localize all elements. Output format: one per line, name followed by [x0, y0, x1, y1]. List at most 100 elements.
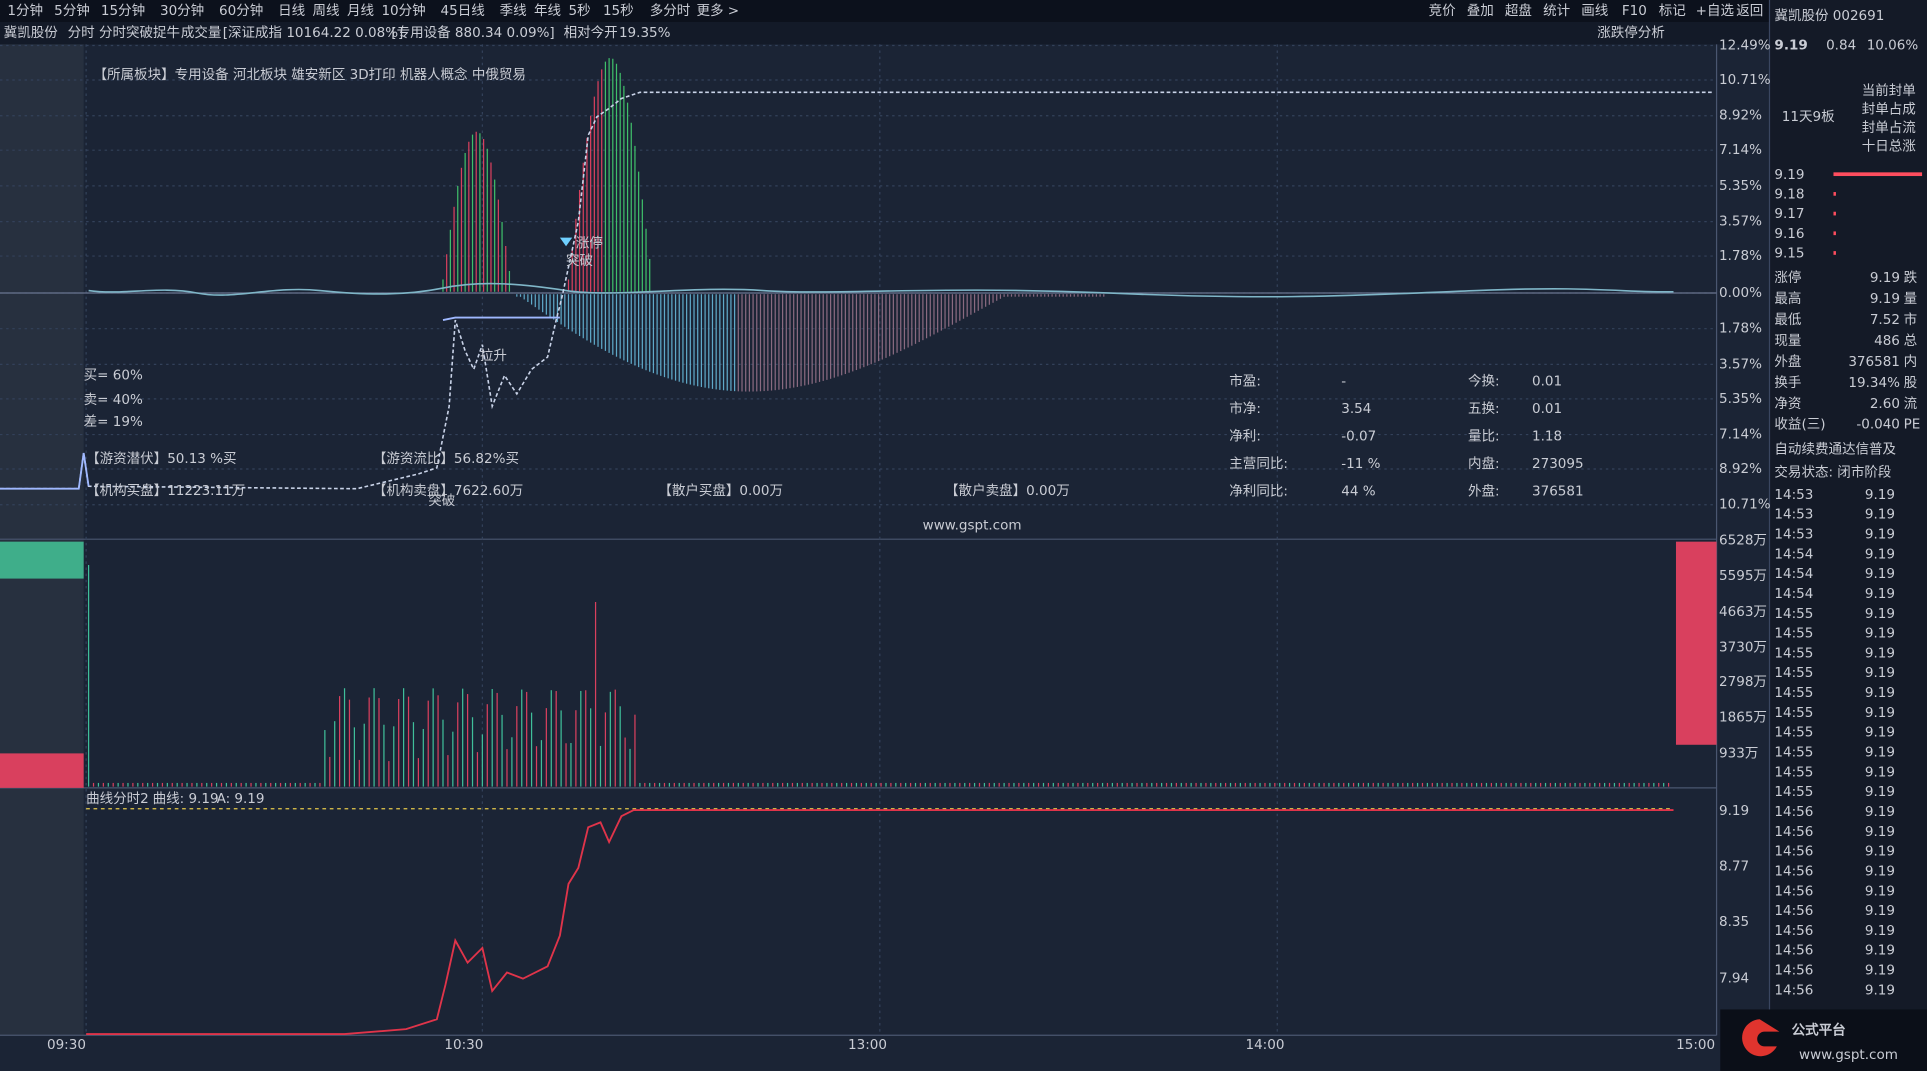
limit-marker [559, 237, 573, 247]
book-bar [1833, 172, 1923, 177]
stat-value: 2.60 [1870, 396, 1900, 412]
menu-item[interactable]: 10分钟 [381, 2, 425, 19]
flow-label: 【散户卖盘】0.00万 [945, 482, 1070, 499]
trade-time: 14:56 [1774, 963, 1813, 979]
x-axis-label: 14:00 [1246, 1037, 1285, 1053]
trade-price: 9.19 [1865, 824, 1895, 840]
stat-value: -0.040 [1856, 417, 1900, 433]
menu-item[interactable]: 15秒 [603, 3, 634, 19]
x-axis-label: 13:00 [848, 1037, 887, 1053]
menu-item[interactable]: 统计 [1543, 3, 1570, 19]
trade-time: 14:56 [1774, 863, 1813, 879]
menu-item[interactable]: 5秒 [569, 3, 591, 19]
menu-item[interactable]: 30分钟 [160, 2, 204, 19]
seal-label: 十日总涨 [1862, 138, 1917, 154]
stock-name: 冀凯股份 [4, 25, 59, 41]
stat-label: 现量 [1774, 333, 1801, 349]
stat-suffix: 市 [1904, 311, 1918, 328]
panel-title: 曲线分时2 [86, 791, 149, 807]
flow-label: 【机构买盘】11223.11万 [86, 482, 245, 499]
menu-item[interactable]: 日线 [278, 3, 306, 19]
flow-label: 【散户买盘】0.00万 [658, 482, 783, 499]
analysis-button[interactable]: 涨跌停分析 [1597, 24, 1665, 41]
trade-time: 14:55 [1774, 725, 1813, 741]
trade-time: 14:56 [1774, 982, 1813, 998]
trade-time: 14:56 [1774, 903, 1813, 919]
book-price: 9.18 [1774, 187, 1804, 203]
stat-text: 净利同比: [1229, 483, 1288, 499]
y-axis-label: 8.92% [1719, 461, 1762, 477]
menu-item[interactable]: 季线 [500, 3, 528, 19]
trade-price: 9.19 [1865, 804, 1895, 820]
trade-time: 14:56 [1774, 943, 1813, 959]
y-axis-label: 7.14% [1719, 142, 1762, 158]
stat-text: 五换: [1468, 401, 1500, 417]
stat-value: 376581 [1848, 354, 1900, 370]
ratio-label: 差= 19% [84, 414, 143, 430]
menu-item[interactable]: 年线 [534, 3, 562, 19]
menu-item[interactable]: 返回 [1736, 3, 1763, 19]
y-axis-label: 6528万 [1719, 532, 1767, 548]
stat-text: 外盘: [1468, 482, 1500, 499]
annotation: 涨停 [576, 235, 603, 252]
y-axis-label: 3.57% [1719, 214, 1762, 230]
trade-time: 14:56 [1774, 883, 1813, 899]
menu-item[interactable]: +自选 [1696, 3, 1735, 19]
indicator-name: 分时 分时突破捉牛 [68, 25, 180, 41]
trade-price: 9.19 [1865, 645, 1895, 661]
trade-price: 9.19 [1865, 943, 1895, 959]
stat-text: 1.18 [1532, 429, 1562, 445]
stat-value: 19.34% [1848, 375, 1900, 391]
stat-label: 最低 [1774, 312, 1802, 328]
annotation: 拉升 [480, 348, 507, 364]
y-axis-label: 7.14% [1719, 427, 1762, 443]
flow-label: 【游资流比】56.82%买 [373, 451, 519, 467]
average-line [88, 282, 1674, 298]
menu-item[interactable]: 60分钟 [219, 2, 263, 19]
side-pct: 10.06% [1867, 38, 1919, 54]
seal-label: 当前封单 [1862, 82, 1916, 99]
menu-item[interactable]: 周线 [313, 3, 341, 19]
menu-item[interactable]: 月线 [347, 3, 375, 19]
book-price: 9.19 [1774, 167, 1804, 183]
y-axis-label: 10.71% [1719, 497, 1771, 513]
annotation: 突破 [566, 253, 593, 269]
y-axis-label: 4663万 [1719, 604, 1767, 620]
trade-time: 14:56 [1774, 804, 1813, 820]
side-panel [1769, 0, 1927, 1071]
menu-item[interactable]: 叠加 [1467, 3, 1494, 19]
volume-block [0, 753, 84, 788]
trade-price: 9.19 [1865, 725, 1895, 741]
stat-label: 最高 [1774, 290, 1801, 307]
menu-item[interactable]: 多分时 [650, 2, 691, 19]
trade-price: 9.19 [1865, 566, 1895, 582]
curve-label: 曲线: 9.19 [153, 791, 219, 807]
y-axis-label: 12.49% [1719, 38, 1771, 54]
menu-item[interactable]: 画线 [1581, 3, 1609, 19]
menu-item[interactable]: 15分钟 [101, 2, 145, 19]
stat-label: 外盘 [1774, 353, 1801, 370]
trade-time: 14:56 [1774, 923, 1813, 939]
book-bar [1833, 192, 1836, 196]
menu-item[interactable]: 45日线 [441, 3, 486, 19]
logo-url: www.gspt.com [1799, 1047, 1898, 1063]
stat-suffix: 量 [1904, 291, 1918, 307]
stat-text: 量比: [1468, 429, 1500, 445]
menu-item[interactable]: 更多 > [696, 2, 739, 19]
stat-suffix: 股 [1904, 375, 1918, 391]
menu-item[interactable]: 1分钟 [7, 2, 43, 19]
menu-item[interactable]: 超盘 [1505, 2, 1532, 19]
y-axis-label: 1.78% [1719, 248, 1762, 264]
menu-item[interactable]: 5分钟 [54, 2, 90, 19]
trade-price: 9.19 [1865, 546, 1895, 562]
flow-label: 【机构卖盘】7622.60万 [373, 482, 523, 499]
book-bar [1833, 251, 1836, 255]
stat-text: -11 % [1341, 456, 1380, 472]
trade-time: 14:55 [1774, 764, 1813, 780]
seal-label: 封单占流 [1862, 120, 1917, 136]
menu-item[interactable]: 竞价 [1429, 2, 1457, 19]
y-axis-label: 933万 [1719, 745, 1758, 761]
menu-item[interactable]: F10 [1622, 3, 1647, 19]
y-axis-label: 5595万 [1719, 568, 1767, 584]
menu-item[interactable]: 标记 [1659, 3, 1686, 19]
